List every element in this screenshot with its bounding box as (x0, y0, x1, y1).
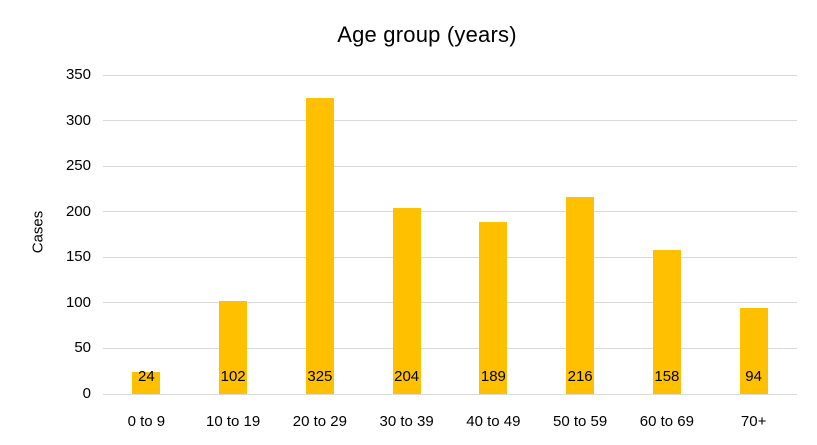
bar (652, 250, 681, 394)
gridline (103, 347, 797, 349)
chart-title: Age group (years) (337, 22, 517, 47)
bar (305, 97, 334, 394)
bar (132, 372, 161, 394)
plot-area: 0 50 100 150 200 250 300 350 24 0 to 9 102 10 to 19… (66, 66, 797, 430)
bar-data-label: 24 (138, 368, 155, 385)
bar (219, 301, 248, 394)
bar-data-label: 102 (220, 368, 246, 385)
bar-data-label: 325 (307, 368, 333, 385)
bar (566, 197, 595, 394)
gridline (103, 165, 797, 167)
bar (739, 308, 768, 394)
x-axis-category-label: 70+ (740, 413, 767, 430)
gridline (103, 120, 797, 122)
y-axis-tick-label: 350 (65, 66, 91, 83)
x-axis-category-label: 20 to 29 (292, 413, 347, 430)
bar-data-label: 158 (654, 368, 680, 385)
gridline (103, 302, 797, 304)
bar-data-label: 94 (745, 368, 762, 385)
y-axis-tick-label: 250 (65, 157, 91, 175)
y-axis-tick-label: 200 (65, 202, 91, 220)
x-axis-category-label: 50 to 59 (553, 413, 608, 430)
bar-data-label: 189 (480, 368, 506, 385)
gridline (103, 74, 797, 76)
y-axis-tick-label: 0 (82, 385, 91, 402)
y-axis-tick-label: 300 (65, 111, 91, 129)
bar-data-label: 216 (567, 368, 593, 385)
y-axis-tick-label: 50 (74, 339, 91, 357)
x-axis-category-label: 30 to 39 (379, 413, 434, 430)
gridline (103, 393, 797, 395)
bar (479, 221, 508, 394)
gridline (103, 211, 797, 213)
bar-data-label: 204 (394, 368, 420, 385)
y-axis-tick-label: 150 (65, 248, 91, 266)
y-axis-tick-label: 100 (65, 293, 91, 311)
x-axis-category-label: 60 to 69 (639, 413, 694, 430)
x-axis-category-label: 10 to 19 (206, 413, 261, 430)
gridline (103, 256, 797, 258)
bar (392, 208, 421, 394)
x-axis-category-label: 40 to 49 (466, 413, 521, 430)
x-axis-category-label: 0 to 9 (127, 413, 166, 430)
